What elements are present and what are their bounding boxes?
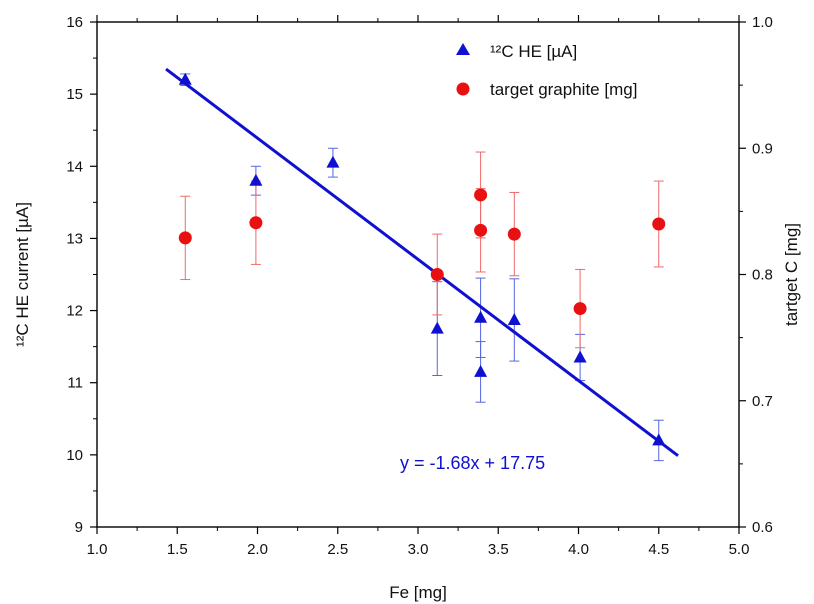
data-point-triangle <box>430 321 444 334</box>
error-bars-layer <box>180 73 664 462</box>
y-right-tick-label: 1.0 <box>752 14 773 31</box>
data-point-triangle <box>249 173 263 186</box>
data-point-circle <box>573 302 587 316</box>
data-point-triangle <box>326 155 340 168</box>
data-point-triangle <box>652 433 666 446</box>
legend: ¹²C HE [µA] target graphite [mg] <box>456 42 637 99</box>
legend-marker-triangle <box>456 43 470 55</box>
fit-equation-label: y = -1.68x + 17.75 <box>400 453 545 473</box>
y-axis-right-title: tartget C [mg] <box>782 223 801 326</box>
y-left-tick-label: 9 <box>75 519 83 536</box>
y-left-tick-label: 14 <box>66 158 83 175</box>
x-tick-label: 2.5 <box>327 541 348 558</box>
x-tick-label: 5.0 <box>729 541 750 558</box>
legend-marker-circle <box>456 82 470 96</box>
x-tick-label: 2.0 <box>247 541 268 558</box>
data-point-triangle <box>573 350 587 363</box>
points-layer <box>178 72 666 446</box>
legend-label-target-graphite: target graphite [mg] <box>490 80 637 99</box>
y-left-tick-label: 10 <box>66 447 83 464</box>
data-point-triangle <box>474 364 488 377</box>
data-point-circle <box>430 268 444 281</box>
data-point-triangle <box>474 310 488 323</box>
y-left-tick-label: 12 <box>66 303 83 320</box>
x-axis-title: Fe [mg] <box>389 583 447 602</box>
plot-frame <box>96 21 740 528</box>
x-tick-label: 3.5 <box>488 541 509 558</box>
fit-line-layer <box>165 67 679 457</box>
data-point-circle <box>474 223 488 237</box>
data-point-circle <box>249 216 263 230</box>
y-left-tick-label: 11 <box>67 375 83 392</box>
x-tick-label: 1.0 <box>87 541 108 558</box>
y-left-tick-label: 15 <box>66 86 83 103</box>
data-point-triangle <box>507 312 521 325</box>
ticks-layer: 1.0 1.5 2.0 2.5 3.0 3.5 4.0 4.5 5.0 9 10 11 12 13 14 15… <box>66 14 773 558</box>
data-point-triangle <box>178 72 192 85</box>
x-tick-label: 4.0 <box>568 541 589 558</box>
legend-label-he-current: ¹²C HE [µA] <box>490 42 577 61</box>
x-tick-label: 4.5 <box>648 541 669 558</box>
y-right-tick-label: 0.9 <box>752 140 773 157</box>
data-point-circle <box>474 188 488 202</box>
fit-line <box>165 67 679 457</box>
y-right-tick-label: 0.6 <box>752 519 773 536</box>
data-point-circle <box>507 227 521 241</box>
y-left-tick-label: 13 <box>66 230 83 247</box>
y-axis-left-title: ¹²C HE current [µA] <box>13 202 32 347</box>
data-point-circle <box>178 231 192 245</box>
y-right-tick-label: 0.7 <box>752 393 773 410</box>
x-tick-label: 3.0 <box>408 541 429 558</box>
y-right-tick-label: 0.8 <box>752 267 773 284</box>
y-left-tick-label: 16 <box>66 14 83 31</box>
x-tick-label: 1.5 <box>167 541 188 558</box>
data-point-circle <box>652 217 666 231</box>
